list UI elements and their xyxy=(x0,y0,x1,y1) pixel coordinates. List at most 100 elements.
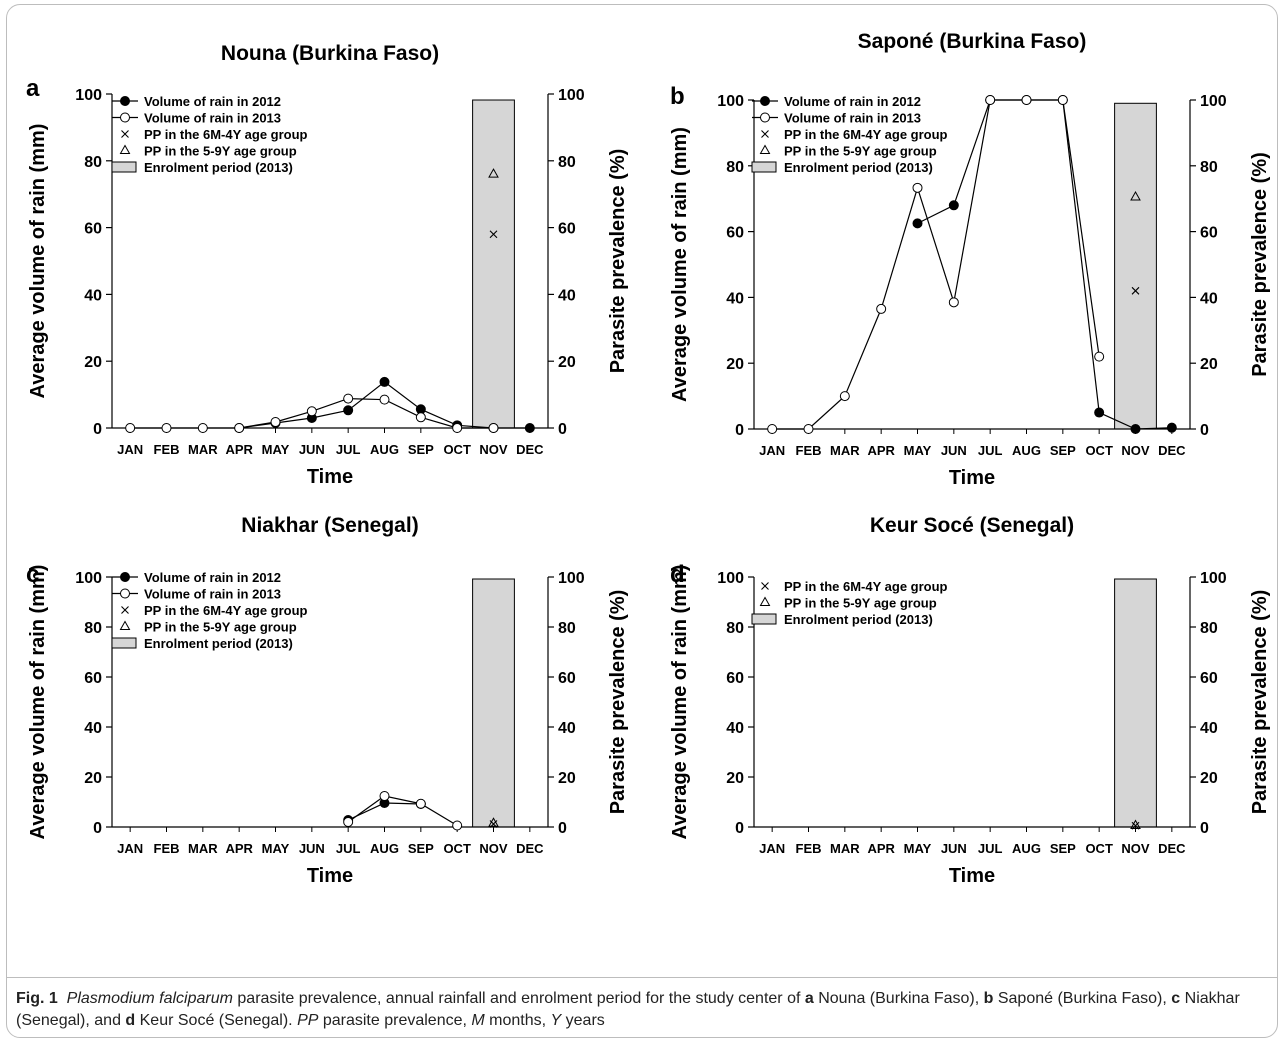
y-tick-label-left: 20 xyxy=(84,770,102,787)
series-point-1 xyxy=(1130,424,1141,434)
x-tick-label-jun: JUN xyxy=(299,442,325,457)
caption-lead: Fig. 1 xyxy=(16,990,58,1007)
x-tick-label-may: MAY xyxy=(904,443,932,458)
y-tick-label-right: 0 xyxy=(1200,422,1209,439)
series-point-1 xyxy=(379,376,390,387)
series-point-2 xyxy=(452,423,463,433)
x-tick-label-jun: JUN xyxy=(299,841,325,856)
legend-label: Volume of rain in 2012 xyxy=(784,94,921,109)
legend-marker-pp-6m4y xyxy=(761,582,769,590)
x-tick-label-sep: SEP xyxy=(1050,841,1076,856)
series-point-2 xyxy=(1057,95,1068,105)
legend-marker-pp-6m4y xyxy=(121,606,129,614)
series-point-2 xyxy=(234,423,245,433)
caption-divider xyxy=(6,977,1278,978)
x-tick-label-jul: JUL xyxy=(978,841,1003,856)
caption-y-text: years xyxy=(561,1012,605,1029)
x-axis-title: Time xyxy=(307,865,353,887)
x-tick-label-aug: AUG xyxy=(1012,841,1041,856)
y-tick-label-right: 0 xyxy=(558,421,567,438)
legend: PP in the 6M-4Y age group PP in the 5-9Y … xyxy=(751,579,948,627)
series-point-2 xyxy=(839,391,850,402)
y-tick-label-right: 100 xyxy=(1200,570,1227,587)
legend-marker-pp-59y xyxy=(119,620,131,630)
x-tick-label-nov: NOV xyxy=(479,442,508,457)
y-tick-label-left: 80 xyxy=(84,154,102,171)
series-point-2 xyxy=(379,394,390,405)
x-tick-label-sep: SEP xyxy=(1050,443,1076,458)
legend-label: PP in the 5-9Y age group xyxy=(144,620,297,635)
series-point-2 xyxy=(488,423,499,433)
legend-marker-pp-6m4y xyxy=(761,130,769,138)
panel-title: Keur Socé (Senegal) xyxy=(870,514,1074,537)
legend-label: PP in the 5-9Y age group xyxy=(784,596,937,611)
chart-panel-c: Niakhar (Senegal) c 0 0 20 20 40 40 60 60 80 80 100 1… xyxy=(26,514,629,887)
series-point-1 xyxy=(343,405,354,416)
legend-marker-pp-59y xyxy=(759,144,771,154)
x-tick-label-jan: JAN xyxy=(759,841,785,856)
panel-title: Saponé (Burkina Faso) xyxy=(858,30,1087,53)
y-tick-label-right: 40 xyxy=(558,720,576,737)
legend-label: Volume of rain in 2013 xyxy=(144,587,281,602)
panel-letter: c xyxy=(26,561,39,588)
pp-point-2 xyxy=(1130,191,1141,201)
legend-label: Enrolment period (2013) xyxy=(784,612,933,627)
x-tick-label-feb: FEB xyxy=(154,442,180,457)
x-tick-label-feb: FEB xyxy=(796,443,822,458)
y-tick-label-left: 0 xyxy=(93,421,102,438)
legend-marker-2013 xyxy=(760,112,770,123)
legend-label: PP in the 6M-4Y age group xyxy=(784,127,948,142)
x-tick-label-sep: SEP xyxy=(408,841,434,856)
x-tick-label-may: MAY xyxy=(904,841,932,856)
y-tick-label-left: 100 xyxy=(75,570,102,587)
legend-marker-pp-59y xyxy=(759,596,771,606)
pp-point-1 xyxy=(489,230,498,239)
x-tick-label-sep: SEP xyxy=(408,442,434,457)
enrolment-bar xyxy=(1114,102,1157,430)
series-line-2 xyxy=(772,99,1100,430)
y-tick-label-right: 80 xyxy=(1200,159,1218,176)
y-tick-label-right: 60 xyxy=(558,670,576,687)
pp-point-2 xyxy=(1130,819,1141,829)
x-tick-label-jun: JUN xyxy=(941,841,967,856)
y-tick-label-right: 60 xyxy=(1200,225,1218,242)
legend-label: Enrolment period (2013) xyxy=(144,160,293,175)
y-tick-label-left: 40 xyxy=(84,720,102,737)
series-point-1 xyxy=(912,218,923,229)
legend-marker-2012 xyxy=(760,96,770,106)
x-tick-label-mar: MAR xyxy=(830,443,860,458)
y-tick-label-right: 40 xyxy=(1200,290,1218,307)
y-axis-title: Average volume of rain (mm) xyxy=(669,565,691,840)
series-point-1 xyxy=(1166,422,1177,433)
y-tick-label-right: 40 xyxy=(1200,720,1218,737)
legend-swatch-enrolment xyxy=(751,613,777,625)
legend: Volume of rain in 2012 Volume of rain in … xyxy=(111,94,308,175)
y-axis-title: Average volume of rain (mm) xyxy=(27,124,49,399)
y2-axis-title: Parasite prevalence (%) xyxy=(607,590,629,815)
legend-marker-2012 xyxy=(120,572,130,582)
y-tick-label-left: 60 xyxy=(84,221,102,238)
legend-label: Volume of rain in 2012 xyxy=(144,94,281,109)
y-tick-label-right: 20 xyxy=(1200,770,1218,787)
figure-frame xyxy=(6,4,1278,1038)
series-point-2 xyxy=(985,95,996,105)
x-tick-label-aug: AUG xyxy=(1012,443,1041,458)
y-tick-label-right: 0 xyxy=(1200,820,1209,837)
y-tick-label-left: 100 xyxy=(717,93,744,110)
x-tick-label-apr: APR xyxy=(225,841,253,856)
y-axis-title: Average volume of rain (mm) xyxy=(669,127,691,402)
legend-label: Enrolment period (2013) xyxy=(144,636,293,651)
caption-text: parasite prevalence, annual rainfall and… xyxy=(232,990,805,1007)
y-tick-label-right: 80 xyxy=(1200,620,1218,637)
y-tick-label-left: 20 xyxy=(726,770,744,787)
caption-c-text: Niakhar (Senegal), and xyxy=(16,990,1240,1029)
series-point-1 xyxy=(1094,407,1105,418)
x-tick-label-feb: FEB xyxy=(154,841,180,856)
caption-pp: PP xyxy=(297,1012,319,1029)
series-point-2 xyxy=(343,817,354,827)
caption-d-text: Keur Socé (Senegal). xyxy=(135,1012,298,1029)
y-axis-title: Average volume of rain (mm) xyxy=(27,565,49,840)
legend-label: Enrolment period (2013) xyxy=(784,160,933,175)
x-tick-label-oct: OCT xyxy=(443,442,471,457)
x-tick-label-jan: JAN xyxy=(759,443,785,458)
